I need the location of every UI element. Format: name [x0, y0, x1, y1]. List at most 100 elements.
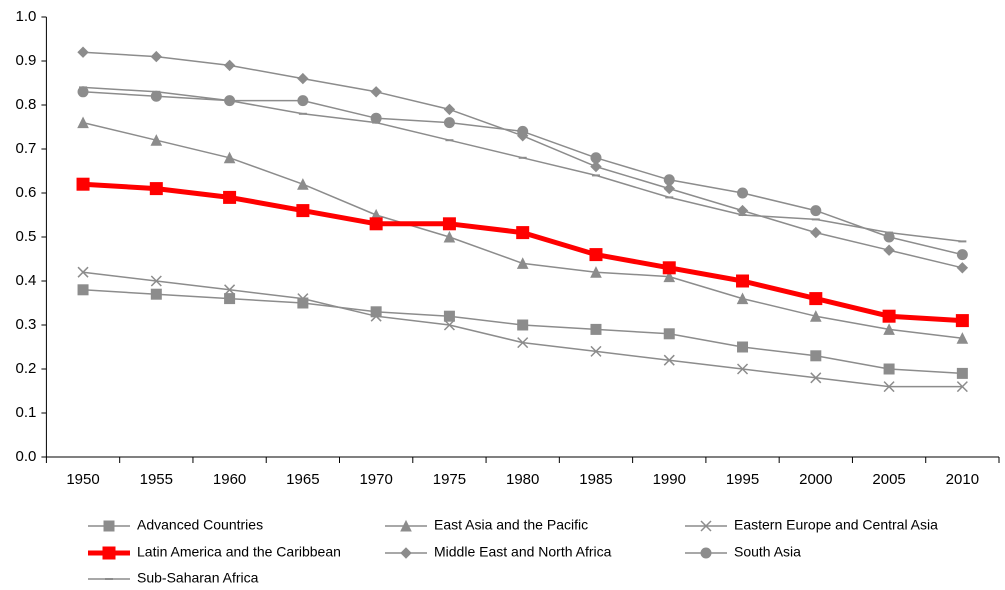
- x-tick-label: 2000: [799, 471, 832, 488]
- marker: [150, 275, 162, 287]
- series-line: [82, 181, 963, 324]
- x-tick-label: 1985: [579, 471, 612, 488]
- marker: [956, 262, 969, 274]
- marker: [297, 95, 309, 107]
- x-tick-label: 1975: [433, 471, 466, 488]
- marker: [810, 226, 822, 239]
- marker: [663, 354, 675, 366]
- y-tick-label: 0.0: [16, 448, 37, 465]
- marker: [517, 319, 529, 331]
- marker: [103, 520, 115, 532]
- marker: [443, 310, 455, 322]
- marker: [297, 293, 309, 305]
- marker: [589, 248, 603, 262]
- marker: [224, 293, 236, 305]
- legend-label: Middle East and North Africa: [434, 544, 612, 560]
- marker: [517, 337, 529, 349]
- marker: [516, 257, 529, 269]
- marker: [76, 177, 90, 191]
- legend-label: East Asia and the Pacific: [434, 517, 588, 533]
- x-tick-label: 1995: [726, 471, 759, 488]
- x-tick-label: 2010: [946, 471, 979, 488]
- x-tick-label: 1980: [506, 471, 539, 488]
- marker: [224, 284, 236, 296]
- series-line: [82, 86, 963, 243]
- y-tick-label: 0.4: [16, 272, 37, 289]
- marker: [443, 230, 456, 243]
- x-tick-label: 1955: [140, 471, 173, 488]
- marker: [810, 205, 822, 217]
- marker: [223, 151, 236, 164]
- marker: [809, 292, 823, 306]
- y-tick-label: 0.3: [16, 316, 37, 333]
- y-tick-label: 0.6: [16, 184, 37, 201]
- marker: [882, 309, 896, 323]
- marker: [150, 288, 162, 300]
- marker: [590, 345, 602, 357]
- marker: [662, 261, 676, 275]
- marker: [590, 266, 602, 278]
- marker: [223, 190, 237, 204]
- marker: [102, 546, 116, 560]
- marker: [370, 310, 382, 322]
- marker: [810, 350, 822, 362]
- marker: [956, 249, 968, 261]
- y-tick-label: 0.7: [16, 140, 37, 157]
- marker: [370, 86, 382, 98]
- marker: [590, 160, 602, 173]
- y-tick-label: 0.5: [16, 228, 37, 245]
- marker: [77, 46, 89, 58]
- marker: [737, 187, 749, 199]
- y-tick-label: 1.0: [16, 8, 37, 25]
- x-tick-label: 1990: [653, 471, 686, 488]
- marker: [883, 323, 895, 335]
- x-tick-label: 2005: [872, 471, 905, 488]
- marker: [883, 363, 895, 375]
- marker: [149, 182, 163, 196]
- y-tick-label: 0.2: [16, 360, 37, 377]
- marker: [443, 117, 455, 129]
- marker: [737, 341, 749, 353]
- marker: [369, 217, 383, 231]
- marker: [736, 292, 749, 305]
- marker: [955, 314, 969, 328]
- x-tick-label: 1950: [66, 471, 99, 488]
- marker: [150, 134, 163, 146]
- legend-label: Advanced Countries: [137, 517, 263, 533]
- marker: [517, 125, 529, 137]
- marker: [400, 519, 412, 532]
- marker: [77, 284, 89, 296]
- marker: [223, 59, 236, 72]
- marker: [737, 363, 749, 375]
- marker: [663, 182, 675, 195]
- y-tick-label: 0.8: [16, 96, 37, 113]
- marker: [400, 547, 412, 559]
- marker: [297, 178, 309, 190]
- marker: [296, 204, 310, 218]
- marker: [956, 367, 968, 379]
- x-tick-label: 1965: [286, 471, 319, 488]
- x-tick-label: 1970: [359, 471, 392, 488]
- marker: [443, 103, 456, 116]
- marker: [443, 319, 455, 331]
- marker: [663, 328, 675, 340]
- marker: [883, 381, 895, 393]
- marker: [77, 116, 89, 129]
- marker: [590, 152, 602, 164]
- marker: [442, 217, 456, 231]
- marker: [663, 174, 675, 186]
- y-tick-label: 0.9: [16, 52, 37, 69]
- y-tick-label: 0.1: [16, 404, 37, 421]
- marker: [700, 547, 712, 559]
- marker: [736, 274, 750, 288]
- legend-label: Latin America and the Caribbean: [137, 544, 341, 560]
- marker: [700, 520, 712, 532]
- marker: [150, 50, 163, 63]
- marker: [590, 323, 602, 335]
- marker: [663, 270, 676, 283]
- marker: [809, 310, 822, 322]
- legend: Advanced Countries East Asia and the Paci…: [88, 517, 938, 586]
- marker: [77, 266, 89, 278]
- legend-label: Eastern Europe and Central Asia: [734, 517, 938, 533]
